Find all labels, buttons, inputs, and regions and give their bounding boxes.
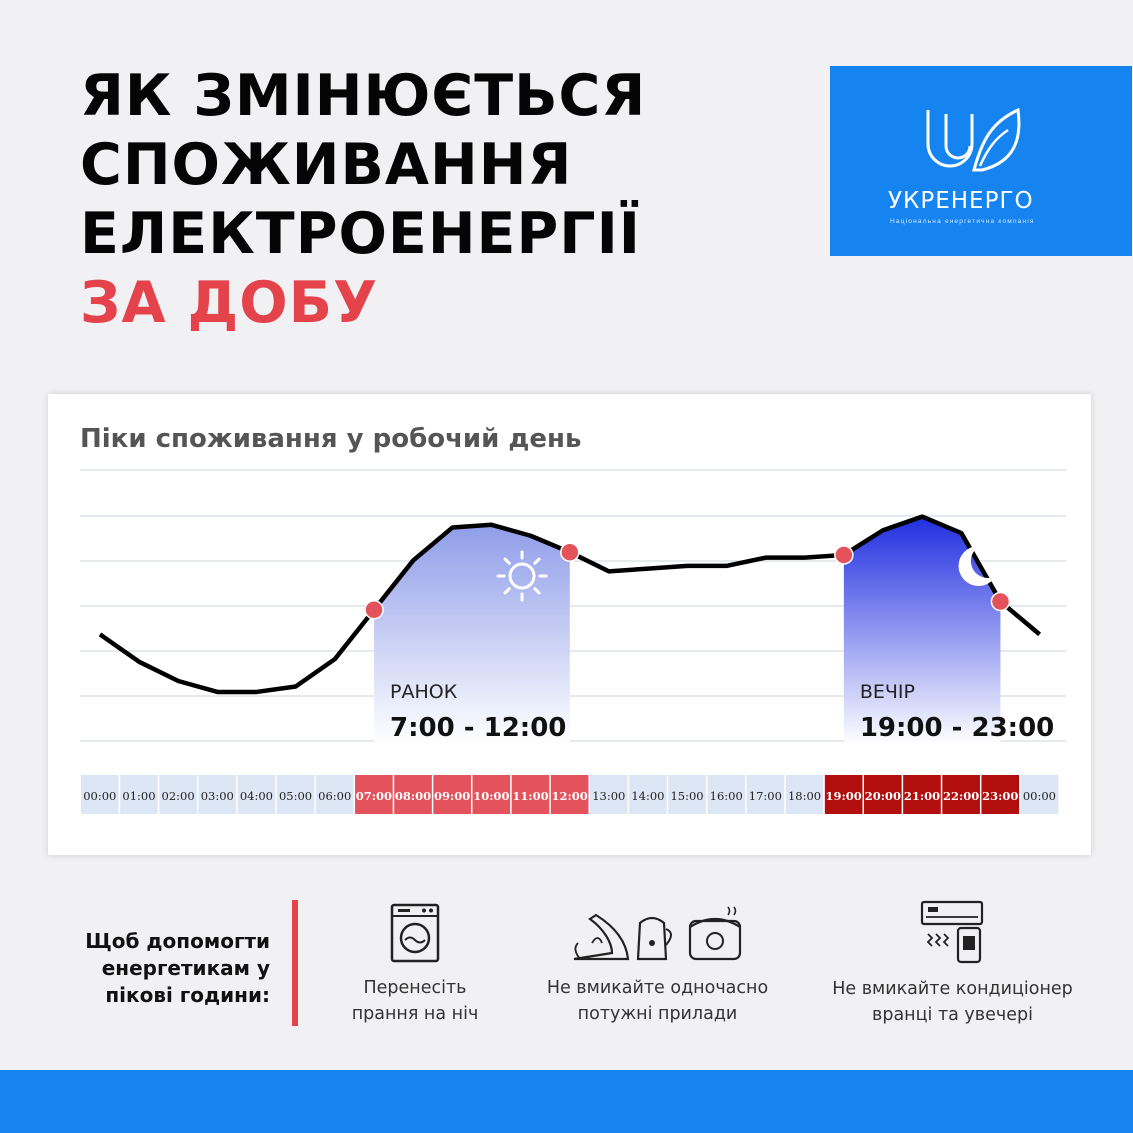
hour-label: 15:00 (670, 789, 703, 803)
air-conditioner-icon (920, 900, 983, 964)
tip-washing-text: Перенесіть прання на ніч (351, 978, 479, 1024)
peak-marker (364, 599, 384, 620)
hour-cell (237, 775, 276, 814)
sun-ray (503, 557, 511, 565)
hour-cell (276, 775, 315, 814)
headline-line-3: ЕЛЕКТРОЕНЕРГІЇ (80, 201, 642, 267)
peak-marker (834, 545, 854, 565)
tips-divider (292, 900, 298, 1026)
hour-cell (942, 775, 980, 814)
hour-cell (120, 775, 158, 814)
hour-label: 00:00 (83, 789, 116, 803)
hour-label: 07:00 (356, 789, 392, 803)
hour-cell (981, 775, 1020, 814)
hour-label: 18:00 (788, 789, 821, 803)
hour-cell (198, 775, 237, 814)
hour-cell (668, 775, 706, 814)
hour-cell (785, 775, 824, 814)
washing-machine-icon (390, 903, 440, 963)
sun-icon (508, 562, 536, 590)
hour-label: 22:00 (943, 789, 979, 803)
hour-label: 01:00 (122, 789, 155, 803)
hour-label: 23:00 (982, 789, 1018, 803)
hour-cell (159, 775, 197, 814)
hour-label: 04:00 (240, 789, 273, 803)
bottom-bar (0, 1070, 1133, 1133)
hour-cell (394, 775, 432, 814)
hour-cell (903, 775, 941, 814)
peak-area (374, 524, 570, 744)
sun-ray (503, 587, 511, 595)
hour-label: 00:00 (1023, 789, 1056, 803)
tips-intro: Щоб допомогти енергетикам у пікові годин… (85, 929, 270, 1007)
hour-label: 17:00 (749, 789, 782, 803)
hour-label: 08:00 (395, 789, 431, 803)
hour-cell (472, 775, 511, 814)
hour-cell (746, 775, 785, 814)
hour-label: 20:00 (865, 789, 901, 803)
tip-appliances: Не вмикайте одночасно потужні прилади (545, 903, 770, 1027)
tip-washing: Перенесіть прання на ніч (340, 903, 490, 1027)
hour-label: 14:00 (631, 789, 664, 803)
headline-line-2: СПОЖИВАННЯ (80, 132, 573, 198)
hour-label: 10:00 (473, 789, 509, 803)
chart-title: Піки споживання у робочий день (80, 424, 582, 454)
headline: ЯК ЗМІНЮЄТЬСЯ СПОЖИВАННЯ ЕЛЕКТРОЕНЕРГІЇ … (80, 62, 646, 338)
headline-line-4: ЗА ДОБУ (80, 270, 379, 336)
hour-cell (589, 775, 628, 814)
hour-label: 13:00 (592, 789, 625, 803)
chart-card: Піки споживання у робочий день РАНОК 7:00… (48, 394, 1091, 855)
peak-label: ВЕЧІР (860, 681, 915, 703)
hour-cell (511, 775, 550, 814)
tip-ac: Не вмикайте кондиціонер вранці та увечер… (825, 900, 1080, 1028)
appliances-icon (573, 906, 741, 961)
logo-subtitle: Національна енергетична компанія (890, 218, 1035, 225)
hour-cell (824, 775, 863, 814)
hour-cell (864, 775, 902, 814)
hour-label: 02:00 (162, 789, 195, 803)
tip-appliances-text: Не вмикайте одночасно потужні прилади (546, 978, 769, 1024)
hour-cell (81, 775, 119, 814)
ukrenergo-logo: УКРЕНЕРГО Національна енергетична компан… (830, 66, 1132, 256)
hour-label: 09:00 (434, 789, 470, 803)
hour-label: 19:00 (826, 789, 862, 803)
ukrenergo-mark-icon (926, 107, 1021, 172)
peak-range: 7:00 - 12:00 (390, 713, 566, 743)
peak-area (843, 516, 1001, 744)
tip-ac-text: Не вмикайте кондиціонер вранці та увечер… (832, 979, 1073, 1025)
hour-label: 03:00 (201, 789, 234, 803)
hour-cell (355, 775, 393, 814)
hour-label: 11:00 (512, 789, 548, 803)
sun-ray (533, 587, 541, 595)
sun-ray (533, 557, 541, 565)
peak-label: РАНОК (390, 681, 458, 703)
hour-cell (315, 775, 354, 814)
moon-icon (958, 545, 996, 586)
hour-label: 21:00 (904, 789, 940, 803)
hour-cell (550, 775, 589, 814)
hour-cell (707, 775, 746, 814)
peak-marker (560, 542, 580, 562)
hour-cell (433, 775, 471, 814)
hour-label: 05:00 (279, 789, 312, 803)
consumption-chart: РАНОК 7:00 - 12:00 ВЕЧІР 19:00 - 23:00 00:00… (80, 469, 1066, 814)
hour-label: 06:00 (318, 789, 351, 803)
peak-range: 19:00 - 23:00 (860, 713, 1054, 743)
hour-label: 16:00 (710, 789, 743, 803)
hour-label: 12:00 (551, 789, 587, 803)
headline-line-1: ЯК ЗМІНЮЄТЬСЯ (80, 63, 647, 129)
hour-cell (629, 775, 667, 814)
peak-marker (990, 591, 1011, 612)
logo-title: УКРЕНЕРГО (888, 188, 1034, 214)
hour-cell (1020, 775, 1059, 814)
